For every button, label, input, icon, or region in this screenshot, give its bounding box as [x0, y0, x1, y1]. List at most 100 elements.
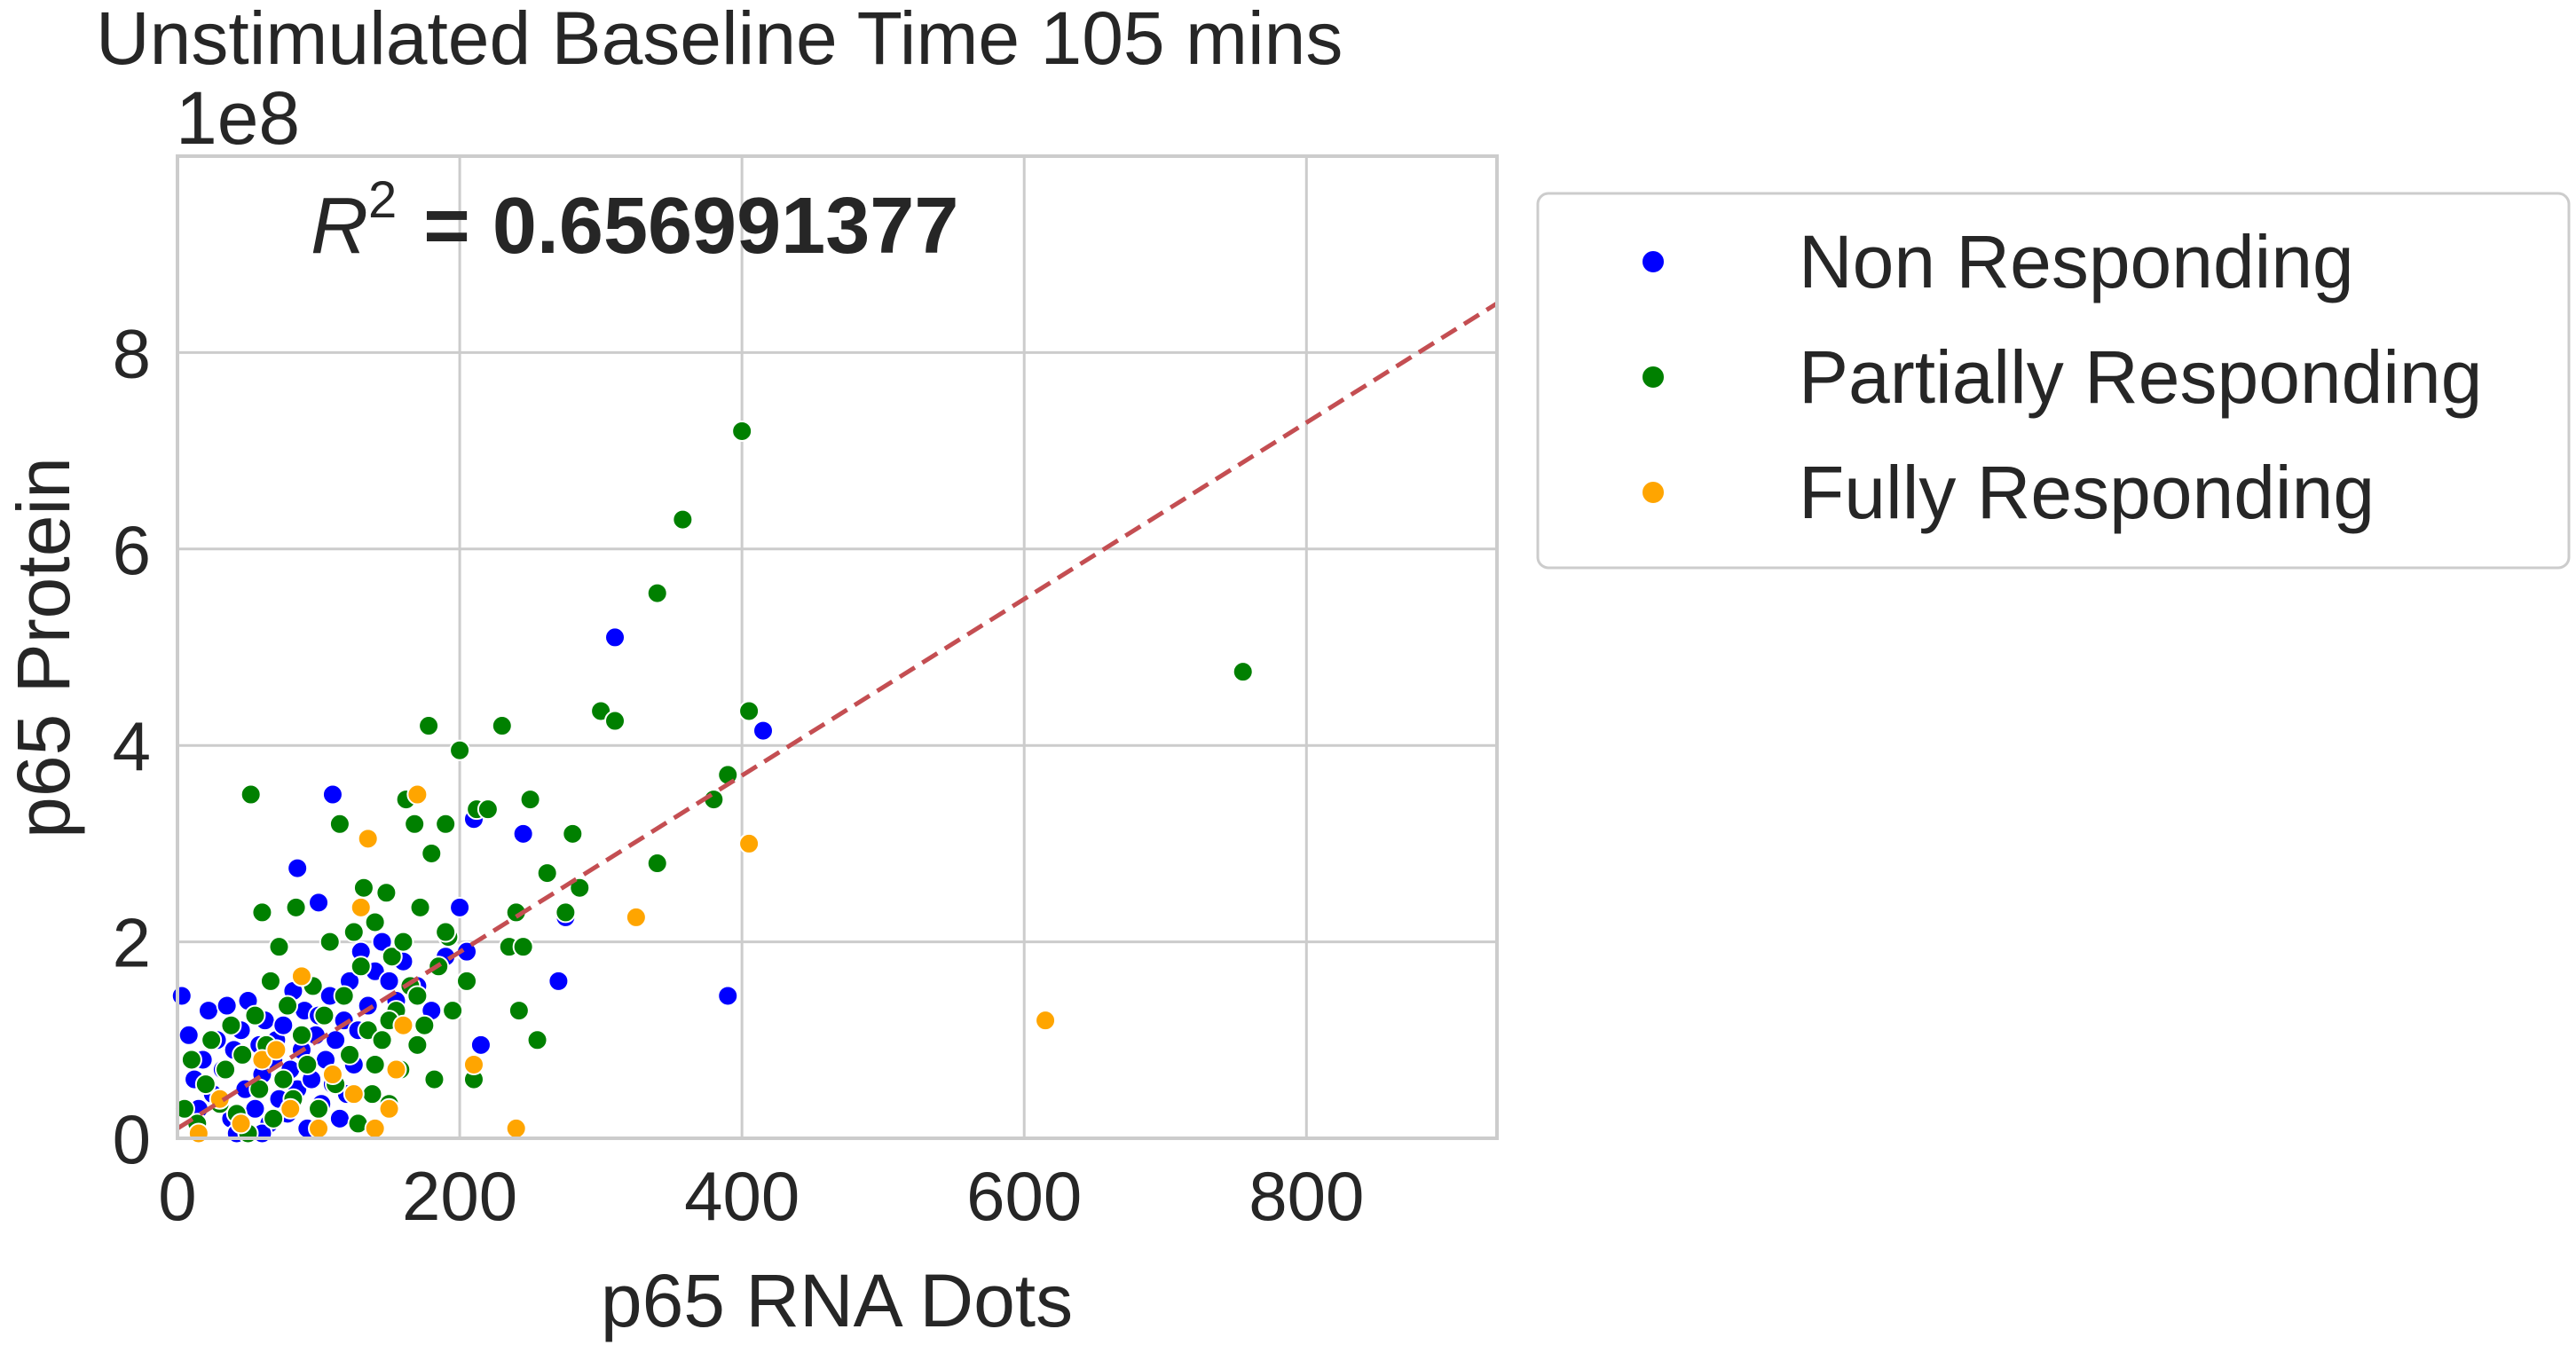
- r2-r-symbol: R: [311, 182, 368, 271]
- point-non-responding: [170, 985, 193, 1007]
- point-fully-responding: [738, 832, 760, 854]
- point-fully-responding: [1035, 1010, 1057, 1032]
- point-partially-responding: [194, 1074, 217, 1096]
- point-partially-responding: [352, 877, 374, 899]
- point-partially-responding: [731, 420, 753, 442]
- point-fully-responding: [378, 1097, 400, 1120]
- r2-annotation: R2 = 0.656991377: [311, 171, 958, 271]
- x-axis-ticks: 0 200 400 600 800: [158, 1157, 1364, 1235]
- point-partially-responding: [449, 739, 471, 761]
- point-partially-responding: [508, 1000, 530, 1022]
- point-partially-responding: [313, 1004, 335, 1026]
- point-partially-responding: [272, 1068, 295, 1090]
- point-fully-responding: [462, 1053, 484, 1075]
- point-non-responding: [371, 931, 393, 953]
- point-partially-responding: [418, 715, 440, 737]
- point-partially-responding: [435, 813, 457, 835]
- point-fully-responding: [308, 1117, 330, 1139]
- point-partially-responding: [328, 813, 351, 835]
- point-non-responding: [547, 970, 570, 992]
- point-partially-responding: [392, 931, 414, 953]
- point-partially-responding: [604, 710, 626, 732]
- point-non-responding: [328, 1107, 351, 1129]
- point-partially-responding: [442, 1000, 464, 1022]
- point-non-responding: [469, 1034, 492, 1056]
- x-tick-label: 0: [158, 1157, 196, 1235]
- point-fully-responding: [364, 1117, 386, 1139]
- x-tick-label: 600: [966, 1157, 1082, 1235]
- point-partially-responding: [277, 995, 299, 1017]
- x-axis-label: p65 RNA Dots: [601, 1259, 1073, 1342]
- y-axis-ticks: 0 2 4 6 8: [113, 314, 151, 1178]
- point-partially-responding: [343, 921, 365, 943]
- x-tick-label: 400: [684, 1157, 800, 1235]
- y-tick-label: 8: [113, 314, 151, 392]
- legend-label-fully-responding: Fully Responding: [1799, 451, 2375, 534]
- point-partially-responding: [375, 882, 398, 904]
- point-fully-responding: [187, 1122, 209, 1144]
- point-partially-responding: [201, 1029, 223, 1051]
- point-partially-responding: [333, 985, 355, 1007]
- point-partially-responding: [536, 862, 558, 885]
- point-partially-responding: [414, 1014, 436, 1036]
- point-fully-responding: [343, 1083, 365, 1105]
- point-non-responding: [449, 896, 471, 918]
- chart-title: Unstimulated Baseline Time 105 mins: [96, 0, 1343, 80]
- point-partially-responding: [290, 1024, 312, 1046]
- r2-value: = 0.656991377: [423, 182, 958, 271]
- point-partially-responding: [220, 1014, 242, 1036]
- point-non-responding: [287, 857, 309, 879]
- point-partially-responding: [350, 956, 372, 978]
- point-partially-responding: [562, 822, 584, 845]
- point-fully-responding: [321, 1064, 343, 1086]
- point-fully-responding: [392, 1014, 414, 1036]
- point-non-responding: [378, 970, 400, 992]
- point-partially-responding: [526, 1029, 548, 1051]
- point-non-responding: [308, 892, 330, 914]
- point-partially-responding: [404, 813, 426, 835]
- point-partially-responding: [339, 1043, 361, 1066]
- point-partially-responding: [555, 901, 577, 924]
- point-partially-responding: [738, 700, 760, 722]
- y-tick-label: 0: [113, 1100, 151, 1178]
- point-partially-responding: [519, 789, 541, 811]
- y-tick-label: 2: [113, 904, 151, 982]
- point-fully-responding: [280, 1097, 302, 1120]
- point-partially-responding: [435, 921, 457, 943]
- point-non-responding: [177, 1024, 200, 1046]
- legend-label-non-responding: Non Responding: [1799, 220, 2354, 303]
- y-tick-label: 4: [113, 707, 151, 785]
- point-partially-responding: [173, 1097, 195, 1120]
- point-non-responding: [216, 995, 238, 1017]
- point-partially-responding: [244, 1004, 266, 1026]
- r2-exponent: 2: [368, 171, 397, 229]
- point-partially-responding: [215, 1058, 237, 1081]
- point-fully-responding: [290, 965, 312, 987]
- point-partially-responding: [423, 1068, 445, 1090]
- y-tick-label: 6: [113, 511, 151, 589]
- point-fully-responding: [625, 906, 647, 928]
- point-fully-responding: [385, 1058, 407, 1081]
- point-non-responding: [604, 626, 626, 649]
- point-partially-responding: [319, 931, 341, 953]
- point-non-responding: [512, 822, 534, 845]
- point-fully-responding: [406, 783, 429, 806]
- point-fully-responding: [350, 896, 372, 918]
- point-partially-responding: [477, 798, 499, 821]
- point-partially-responding: [406, 1034, 429, 1056]
- point-non-responding: [244, 1097, 266, 1120]
- point-partially-responding: [491, 715, 513, 737]
- point-partially-responding: [646, 582, 668, 604]
- point-partially-responding: [259, 970, 281, 992]
- legend-box: [1536, 192, 2571, 570]
- point-partially-responding: [512, 936, 534, 958]
- point-partially-responding: [232, 1043, 254, 1066]
- data-points: [170, 420, 1254, 1144]
- point-partially-responding: [406, 985, 429, 1007]
- point-fully-responding: [230, 1113, 252, 1135]
- point-partially-responding: [240, 783, 262, 806]
- point-fully-responding: [505, 1117, 527, 1139]
- point-partially-responding: [364, 1053, 386, 1075]
- point-non-responding: [717, 985, 739, 1007]
- x-tick-label: 800: [1249, 1157, 1364, 1235]
